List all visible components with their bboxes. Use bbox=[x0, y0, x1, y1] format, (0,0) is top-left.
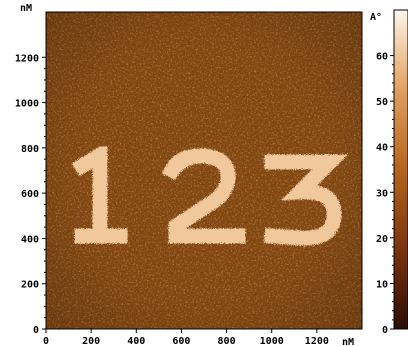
y-tick-label: 1200 bbox=[15, 53, 39, 64]
x-tick-label: 800 bbox=[218, 336, 236, 346]
colorbar-tick-label: 40 bbox=[376, 143, 388, 154]
x-tick-label: 200 bbox=[82, 336, 100, 346]
y-tick-label: 0 bbox=[33, 325, 39, 336]
colorbar-tick-label: 60 bbox=[376, 52, 388, 63]
colorbar-tick-label: 30 bbox=[376, 188, 388, 199]
y-tick-label: 1000 bbox=[15, 99, 39, 110]
digits-123 bbox=[71, 141, 349, 246]
y-unit-label: nM bbox=[20, 3, 32, 14]
colorbar-tick-label: 20 bbox=[376, 234, 388, 245]
x-unit-label: nM bbox=[342, 337, 354, 346]
digit-3 bbox=[263, 154, 349, 246]
digit-2 bbox=[161, 148, 246, 244]
y-tick-label: 800 bbox=[21, 144, 39, 155]
y-tick-label: 600 bbox=[21, 189, 39, 200]
colorbar-unit-label: A° bbox=[370, 12, 382, 23]
height-map bbox=[45, 11, 363, 330]
digit-1 bbox=[71, 141, 128, 244]
x-tick-label: 1200 bbox=[305, 336, 329, 346]
y-tick-label: 200 bbox=[21, 280, 39, 291]
x-tick-label: 600 bbox=[172, 336, 190, 346]
colorbar-tick-label: 50 bbox=[376, 97, 388, 108]
x-axis: 0 200 400 600 800 1000 1200 bbox=[43, 329, 329, 346]
colorbar bbox=[393, 9, 408, 330]
colorbar-tick-label: 10 bbox=[376, 279, 388, 290]
x-tick-label: 1000 bbox=[260, 336, 284, 346]
x-tick-label: 400 bbox=[127, 336, 145, 346]
y-tick-label: 400 bbox=[21, 234, 39, 245]
x-tick-label: 0 bbox=[43, 336, 49, 346]
colorbar-ticks: 0 10 20 30 40 50 60 bbox=[376, 52, 394, 336]
y-axis: 0 200 400 600 800 1000 1200 bbox=[15, 53, 46, 336]
colorbar-tick-label: 0 bbox=[382, 325, 388, 336]
